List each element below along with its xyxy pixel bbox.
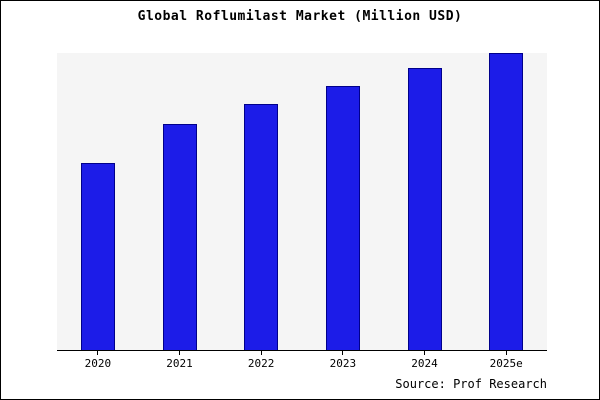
bar-slot — [384, 53, 466, 350]
x-tick-label-2023: 2023 — [302, 351, 384, 370]
bar-2024 — [407, 67, 442, 350]
bar-slot — [220, 53, 302, 350]
bar-2021 — [162, 124, 197, 350]
bar-2022 — [244, 103, 279, 350]
x-axis-labels: 2020 2021 2022 2023 2024 2025e — [57, 351, 547, 370]
tick-mark — [179, 351, 180, 355]
tick-mark — [342, 351, 344, 355]
plot-area — [57, 53, 547, 351]
tick-mark — [97, 351, 99, 355]
tick-mark — [424, 351, 426, 355]
x-tick-label-2022: 2022 — [220, 351, 302, 370]
bar-2020 — [80, 162, 115, 350]
tick-mark — [260, 351, 262, 355]
bar-2025e — [489, 53, 524, 350]
x-tick-text: 2023 — [329, 357, 357, 370]
bar-slot — [465, 53, 547, 350]
x-tick-label-2020: 2020 — [57, 351, 139, 370]
x-tick-text: 2020 — [84, 357, 112, 370]
tick-mark — [505, 351, 507, 355]
x-tick-label-2021: 2021 — [139, 351, 221, 370]
bar-slot — [302, 53, 384, 350]
bar-slot — [139, 53, 221, 350]
x-tick-label-2024: 2024 — [384, 351, 466, 370]
x-tick-label-2025e: 2025e — [465, 351, 547, 370]
x-tick-text: 2024 — [411, 357, 438, 370]
x-tick-text: 2022 — [247, 357, 275, 370]
bar-slot — [57, 53, 139, 350]
bar-2023 — [325, 85, 360, 350]
x-tick-text: 2025e — [489, 357, 523, 370]
bars — [57, 53, 547, 350]
x-tick-text: 2021 — [166, 357, 193, 370]
chart-title: Global Roflumilast Market (Million USD) — [137, 9, 463, 24]
source-note: Source: Prof Research — [395, 377, 547, 391]
